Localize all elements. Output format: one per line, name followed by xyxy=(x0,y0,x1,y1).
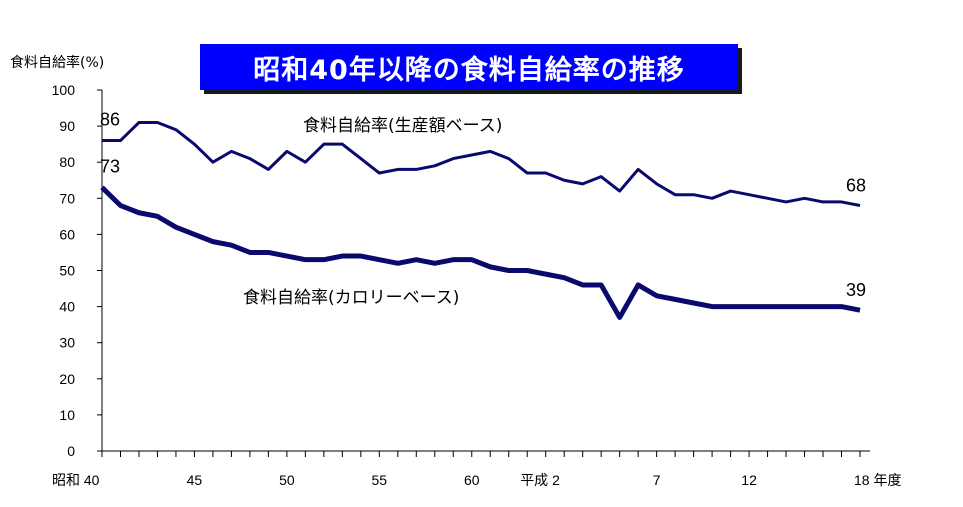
y-tick-label: 100 xyxy=(52,82,76,98)
y-tick-label: 20 xyxy=(59,371,75,387)
series-line-1 xyxy=(100,185,861,320)
chart-title: 昭和40年以降の食料自給率の推移 xyxy=(253,54,685,86)
x-tick-label: 60 xyxy=(464,472,480,488)
chart-title-box: 昭和40年以降の食料自給率の推移 xyxy=(200,44,738,90)
series-name-label-1: 食料自給率(カロリーベース) xyxy=(243,288,459,308)
y-tick-label: 80 xyxy=(59,154,75,170)
y-tick-label: 50 xyxy=(59,263,75,279)
series-start-label-1: 73 xyxy=(100,156,120,176)
y-tick-label: 90 xyxy=(59,118,75,134)
x-tick-label: 平成 2 xyxy=(520,472,560,488)
y-tick-label: 10 xyxy=(59,407,75,423)
y-tick-label: 40 xyxy=(59,299,75,315)
series-end-label-0: 68 xyxy=(846,176,866,196)
series-name-label-0: 食料自給率(生産額ベース) xyxy=(303,116,502,136)
x-tick-label: 55 xyxy=(372,472,388,488)
series-end-label-1: 39 xyxy=(846,280,866,300)
x-tick-label: 45 xyxy=(187,472,203,488)
x-tick-label: 50 xyxy=(279,472,295,488)
y-tick-label: 70 xyxy=(59,190,75,206)
x-tick-label: 18 年度 xyxy=(854,472,901,488)
x-tick-label: 7 xyxy=(653,472,661,488)
y-tick-label: 30 xyxy=(59,335,75,351)
series-line-0 xyxy=(102,120,861,207)
x-tick-label: 12 xyxy=(741,472,757,488)
x-tick-label: 昭和 40 xyxy=(52,472,100,488)
series-start-label-0: 86 xyxy=(100,110,120,130)
y-tick-label: 60 xyxy=(59,226,75,242)
y-axis-label: 食料自給率(%) xyxy=(10,55,105,71)
y-tick-label: 0 xyxy=(67,443,75,459)
